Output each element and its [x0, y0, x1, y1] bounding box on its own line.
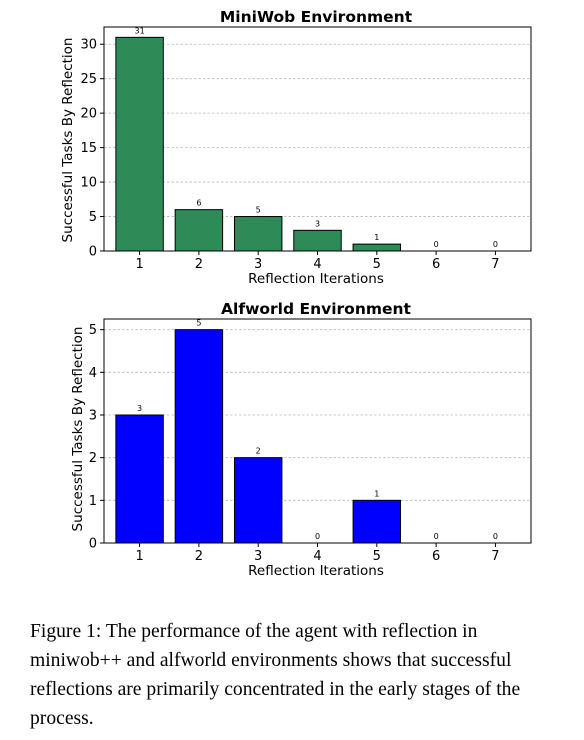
y-tick-label: 5 [89, 210, 97, 225]
x-ticks: 1 2 3 4 5 6 7 [135, 251, 500, 272]
y-tick-label: 5 [89, 323, 97, 338]
y-tick-label: 15 [80, 141, 97, 156]
x-tick-label: 4 [313, 257, 321, 272]
y-ticks: 0 1 2 3 4 5 [89, 323, 104, 552]
y-tick-label: 0 [89, 245, 97, 260]
data-label: 5 [196, 319, 201, 328]
bar [293, 229, 342, 252]
x-tick-label: 1 [135, 257, 143, 272]
data-label: 1 [374, 233, 379, 242]
bar [233, 216, 283, 252]
bar [233, 457, 283, 544]
bar [115, 414, 164, 544]
y-tick-label: 4 [89, 366, 97, 381]
x-tick-label: 2 [195, 549, 203, 564]
x-tick-label: 5 [373, 549, 381, 564]
data-label: 0 [493, 532, 498, 541]
x-tick-label: 6 [432, 257, 440, 272]
data-label: 31 [134, 26, 144, 35]
y-tick-label: 0 [89, 537, 97, 552]
x-tick-label: 3 [254, 257, 262, 272]
x-tick-label: 6 [432, 549, 440, 564]
x-tick-label: 2 [195, 257, 203, 272]
data-label: 1 [374, 489, 379, 498]
x-tick-label: 1 [135, 549, 143, 564]
plot-frame [103, 318, 532, 544]
chart-title: MiniWob Environment [220, 8, 413, 26]
y-axis-label: Successful Tasks By Reflection [60, 38, 76, 243]
data-label: 0 [315, 532, 320, 541]
bar [174, 209, 224, 252]
plot-frame [103, 26, 532, 252]
bar [174, 329, 224, 544]
bar [115, 36, 164, 252]
x-axis-label: Reflection Iterations [248, 271, 384, 287]
x-tick-label: 4 [313, 549, 321, 564]
axes [103, 318, 532, 544]
y-tick-label: 1 [89, 494, 97, 509]
data-label: 6 [196, 199, 201, 208]
chart-title: Alfworld Environment [221, 300, 412, 318]
data-label: 3 [315, 219, 320, 228]
gridlines [104, 329, 531, 544]
x-tick-label: 5 [373, 257, 381, 272]
figure-caption: Figure 1: The performance of the agent w… [30, 621, 521, 729]
y-ticks: 0 5 10 15 20 25 30 [80, 38, 104, 260]
bars [115, 329, 402, 544]
x-tick-label: 7 [491, 257, 499, 272]
y-tick-label: 3 [89, 409, 97, 424]
y-tick-label: 2 [89, 451, 97, 466]
data-labels: 3 5 2 0 1 0 0 [137, 319, 498, 541]
data-label: 3 [137, 404, 142, 413]
x-tick-label: 3 [254, 549, 262, 564]
x-tick-label: 7 [491, 549, 499, 564]
data-label: 5 [256, 206, 261, 215]
x-ticks: 1 2 3 4 5 6 7 [135, 543, 500, 564]
y-tick-label: 10 [80, 176, 97, 191]
data-label: 0 [493, 240, 498, 249]
data-label: 0 [434, 532, 439, 541]
bar [352, 499, 402, 544]
y-tick-label: 30 [80, 38, 97, 53]
axes [103, 26, 532, 252]
y-tick-label: 20 [80, 107, 97, 122]
gridlines [104, 43, 531, 252]
data-label: 0 [434, 240, 439, 249]
data-label: 2 [256, 447, 261, 456]
x-axis-label: Reflection Iterations [248, 563, 384, 579]
y-tick-label: 25 [80, 72, 97, 87]
y-axis-label: Successful Tasks By Reflection [70, 327, 86, 532]
bar [352, 243, 402, 252]
bars [115, 36, 402, 252]
